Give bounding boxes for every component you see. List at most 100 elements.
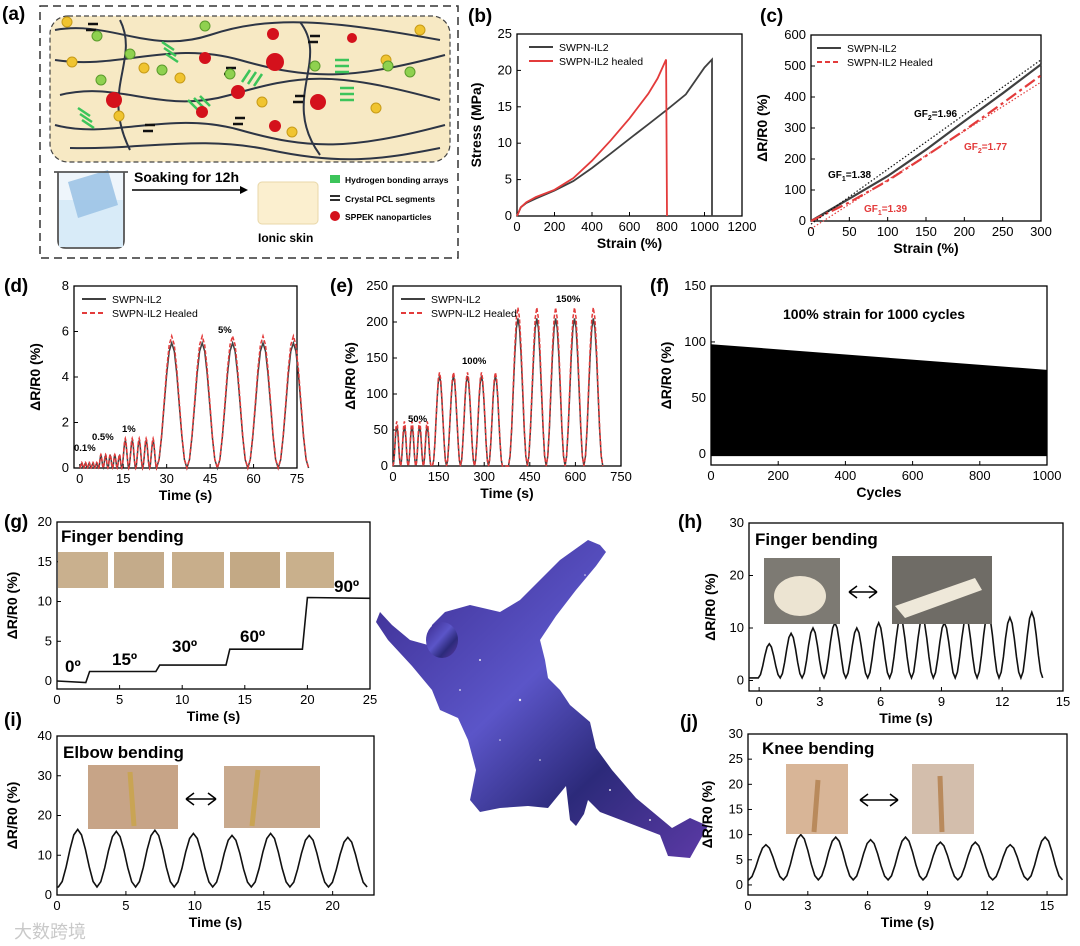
y-tick-label: 200 <box>366 314 388 329</box>
x-tick-label: 1200 <box>728 219 757 234</box>
legend-label: SWPN-IL2 Healed <box>112 308 198 320</box>
x-tick-label: 600 <box>902 468 924 483</box>
gf-value: =1.38 <box>846 170 872 181</box>
y-tick-label: 15 <box>498 99 512 114</box>
x-tick-label: 12 <box>980 898 994 913</box>
gf-subscript: 1 <box>842 176 846 183</box>
gf-subscript: 1 <box>878 210 882 217</box>
chart-title: Finger bending <box>61 527 184 546</box>
y-tick-label: 150 <box>684 278 706 293</box>
x-tick-label: 10 <box>188 898 202 913</box>
y-tick-label: 0 <box>699 446 706 461</box>
x-tick-label: 750 <box>610 469 632 484</box>
y-tick-label: 0 <box>45 887 52 902</box>
y-tick-label: 10 <box>498 135 512 150</box>
y-axis-label: ΔR/R0 (%) <box>27 343 43 411</box>
series-line-2 <box>79 333 310 471</box>
x-tick-label: 0 <box>807 224 814 239</box>
x-tick-label: 300 <box>1030 224 1052 239</box>
plot-frame <box>748 522 1064 692</box>
y-tick-label: 300 <box>784 120 806 135</box>
y-tick-label: 4 <box>62 369 69 384</box>
strain-label: 0.1% <box>74 443 96 454</box>
hydrogen-bond-arrays <box>77 40 354 130</box>
gf-subscript: 2 <box>928 115 932 122</box>
x-tick-label: 1000 <box>1033 468 1062 483</box>
x-axis-label: Time (s) <box>159 487 212 503</box>
pcl-segments <box>86 22 320 133</box>
series-line-2 <box>392 307 604 467</box>
x-tick-label: 3 <box>816 694 823 709</box>
y-tick-label: 6 <box>62 324 69 339</box>
x-tick-label: 0 <box>707 468 714 483</box>
chart-e: 0 150 300 450 600 750 0 50 100 150 200 250 Time (s) Δ… <box>342 278 632 501</box>
y-tick-label: 200 <box>784 151 806 166</box>
chart-title: Finger bending <box>755 530 878 549</box>
y-tick-label: 100 <box>366 386 388 401</box>
strain-label: 1% <box>122 424 136 435</box>
plot-frame <box>56 521 371 690</box>
x-tick-label: 250 <box>992 224 1014 239</box>
y-tick-label: 30 <box>38 768 52 783</box>
gf-value: =1.96 <box>932 109 958 120</box>
x-tick-label: 9 <box>924 898 931 913</box>
chart-f: 0 200 400 600 800 1000 0 50 100 150 Cycles ΔR/R0 (%… <box>658 278 1061 500</box>
x-tick-label: 75 <box>290 471 304 486</box>
y-tick-label: 20 <box>38 514 52 529</box>
legend-label: SWPN-IL2 <box>559 42 609 54</box>
strain-label: 0.5% <box>92 432 114 443</box>
sppek-particles <box>106 28 357 132</box>
x-tick-label: 25 <box>363 692 377 707</box>
series-line <box>57 828 368 889</box>
y-tick-label: 20 <box>38 808 52 823</box>
chart-j: 0 3 6 9 12 15 0 5 10 15 20 25 30 Time (s) ΔR/R0 (%) Kne… <box>699 726 1068 930</box>
elbow-photos-i <box>88 765 320 829</box>
cycling-area <box>711 344 1047 457</box>
y-tick-label: 25 <box>729 751 743 766</box>
strain-label: 5% <box>218 325 232 336</box>
strain-label: 150% <box>556 294 581 305</box>
y-tick-label: 5 <box>45 633 52 648</box>
x-axis-label: Strain (%) <box>597 235 662 251</box>
x-axis-label: Time (s) <box>881 914 934 930</box>
fit-line-black <box>810 59 1042 225</box>
series-line-2 <box>810 74 1042 222</box>
x-tick-label: 45 <box>203 471 217 486</box>
y-tick-label: 40 <box>38 728 52 743</box>
gf-value: =1.77 <box>982 142 1008 153</box>
chart-d: 0 15 30 45 60 75 0 2 4 6 8 Time (s) ΔR/R0 (%) SWPN-IL… <box>27 278 310 503</box>
x-axis-label: Time (s) <box>480 485 533 501</box>
y-tick-label: 2 <box>62 415 69 430</box>
y-tick-label: 0 <box>381 458 388 473</box>
x-tick-label: 400 <box>835 468 857 483</box>
x-axis-label: Time (s) <box>189 914 242 930</box>
x-tick-label: 200 <box>953 224 975 239</box>
x-tick-label: 0 <box>389 469 396 484</box>
x-tick-label: 20 <box>300 692 314 707</box>
y-axis-label: ΔR/R0 (%) <box>699 781 715 849</box>
y-tick-label: 10 <box>730 620 744 635</box>
x-tick-label: 30 <box>159 471 173 486</box>
x-tick-label: 6 <box>864 898 871 913</box>
x-tick-label: 50 <box>842 224 856 239</box>
x-tick-label: 15 <box>1056 694 1070 709</box>
chart-h: 0 3 6 9 12 15 0 10 20 30 Time (s) ΔR/R0 (%) Finger b… <box>702 515 1070 726</box>
ions <box>61 16 426 138</box>
x-tick-label: 150 <box>915 224 937 239</box>
legend-label: SWPN-IL2 Healed <box>847 57 933 69</box>
legend-pcl: Crystal PCL segments <box>345 194 435 204</box>
panel-letter-j: (j) <box>680 712 698 733</box>
legend-label: SWPN-IL2 healed <box>559 56 643 68</box>
y-tick-label: 30 <box>729 726 743 741</box>
panel-letter-d: (d) <box>4 276 28 297</box>
series-line-2 <box>516 59 668 217</box>
x-tick-label: 300 <box>473 469 495 484</box>
x-tick-label: 600 <box>619 219 641 234</box>
gf-annotation: GF2=1.96 <box>914 109 958 122</box>
legend-label: SWPN-IL2 <box>112 294 162 306</box>
finger-photos-g <box>58 552 334 588</box>
y-tick-label: 400 <box>784 89 806 104</box>
x-tick-label: 1000 <box>690 219 719 234</box>
x-tick-label: 6 <box>877 694 884 709</box>
panel-letter-a: (a) <box>2 4 25 25</box>
